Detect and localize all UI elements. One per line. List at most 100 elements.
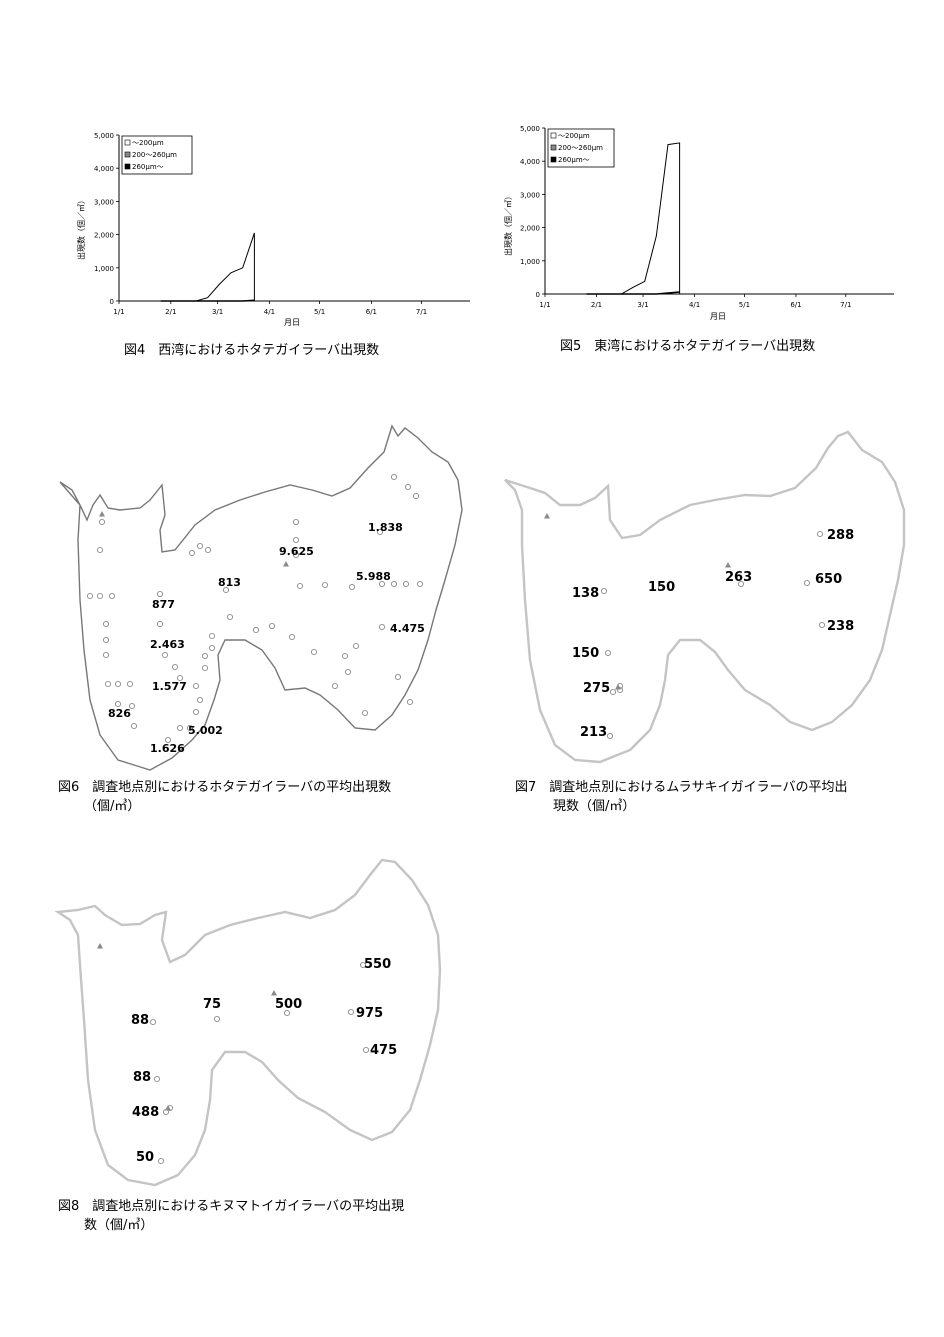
fig7-points-value-label: 150	[572, 646, 599, 661]
fig6-points-station	[126, 680, 134, 688]
fig5-ytick-label: 5,000	[520, 125, 540, 133]
fig4-xtick-label: 5/1	[314, 308, 325, 316]
fig6-points-station	[102, 651, 110, 659]
fig6-points-station	[402, 580, 410, 588]
fig6-points-station	[226, 613, 234, 621]
fig6-points-station	[192, 708, 200, 716]
fig4-legend-item-1: 200～260μm	[132, 151, 177, 159]
fig6-points-station	[114, 700, 122, 708]
fig6-points-station	[96, 592, 104, 600]
fig5-legend	[547, 128, 615, 168]
fig7-points-value-label: 263	[725, 570, 752, 585]
fig7-points-station	[818, 621, 826, 629]
fig5-legend-item-2: 260μm～	[558, 156, 590, 164]
fig6-points-station	[404, 483, 412, 491]
fig6-points-station	[292, 551, 300, 559]
fig6-points-station	[102, 636, 110, 644]
fig6-points-station	[108, 592, 116, 600]
fig8-points-value-label: 550	[364, 957, 391, 972]
fig5-chart: 出現数（個／㎥） 0 1,000 2,000 3,000 4,000 5,000 1/1 2…	[503, 125, 894, 321]
fig7-points-station	[737, 580, 745, 588]
fig6-points-station	[196, 696, 204, 704]
fig5-ytick-label: 2,000	[520, 225, 540, 233]
fig6-points-station	[390, 473, 398, 481]
fig5-xtick-label: 1/1	[539, 301, 550, 309]
fig7-points-value-label: 288	[827, 528, 854, 543]
fig4-ytick-label: 0	[110, 298, 114, 306]
fig8-points-station	[213, 1015, 221, 1023]
fig8-points-station	[283, 1009, 291, 1017]
fig5-ytick-label: 4,000	[520, 158, 540, 166]
fig6-points-value-label: 5.988	[356, 570, 391, 583]
fig6-points-value-label: 1.838	[368, 521, 403, 534]
fig6-points-value-label: 877	[152, 598, 175, 611]
fig5-xlabel: 月日	[710, 312, 726, 321]
fig6-points-station	[208, 632, 216, 640]
fig6-points-station	[102, 620, 110, 628]
fig6-points-station	[394, 673, 402, 681]
fig7-points-value-label: 150	[648, 580, 675, 595]
fig8-points-station	[362, 1046, 370, 1054]
fig7-points-value-label: 238	[827, 619, 854, 634]
fig6-points-station	[86, 592, 94, 600]
fig6-points-value-label: 4.475	[390, 622, 425, 635]
fig6-points-value-label: 2.463	[150, 638, 185, 651]
fig4-xlabel: 月日	[284, 318, 300, 327]
fig6-points-station	[201, 652, 209, 660]
fig6-points-station	[344, 668, 352, 676]
fig6-points-station	[208, 644, 216, 652]
fig8-coastline	[54, 858, 442, 1187]
fig6-points-station	[288, 633, 296, 641]
fig6-points-station	[268, 622, 276, 630]
fig6-points-station	[406, 698, 414, 706]
fig4-xtick-label: 6/1	[366, 308, 377, 316]
fig4-xtick-label: 2/1	[165, 308, 176, 316]
fig8-caption-line1: 図8 調査地点別におけるキヌマトイガイラーバの平均出現	[58, 1199, 405, 1214]
fig6-points-station	[331, 682, 339, 690]
fig8-points-value-label: 488	[132, 1105, 159, 1120]
fig4-ytick-label: 2,000	[94, 232, 114, 240]
fig6-points-station	[341, 652, 349, 660]
fig6-points-station	[412, 492, 420, 500]
fig5-xtick-label: 6/1	[790, 301, 801, 309]
fig7-points-triangle-marker	[615, 684, 621, 690]
fig6-points-station	[114, 680, 122, 688]
fig7-caption: 図7 調査地点別におけるムラサキイガイラーバの平均出 現数（個/㎥）	[515, 778, 848, 816]
fig4-series-1-line	[160, 299, 255, 302]
fig6-points-station	[128, 702, 136, 710]
fig7-points-station	[609, 688, 617, 696]
fig8-points-station	[359, 961, 367, 969]
fig6-points-value-label: 9.625	[279, 545, 314, 558]
fig6-points-station	[186, 724, 194, 732]
fig4-xtick-label: 3/1	[212, 308, 223, 316]
fig6-points-triangle-marker	[99, 511, 105, 517]
fig6-points-station	[390, 580, 398, 588]
fig6-points-station	[378, 623, 386, 631]
fig5-legend-item-0: ～200μm	[558, 132, 590, 140]
fig4-legend-item-2: 260μm～	[132, 163, 164, 171]
fig7-points-triangle-marker	[725, 562, 731, 568]
fig5-xtick-label: 3/1	[637, 301, 648, 309]
fig6-points-station	[196, 542, 204, 550]
fig8-points-value-label: 88	[131, 1013, 149, 1028]
fig4-chart: 出現数（個／㎥） 0 1,000 2,000 3,000 4,000 5,000 1/1 2…	[76, 132, 470, 327]
fig6-points-station	[161, 651, 169, 659]
fig7-caption-line2: 現数（個/㎥）	[553, 799, 636, 814]
fig6-points-station	[104, 680, 112, 688]
fig4-ytick-label: 5,000	[94, 132, 114, 140]
fig7-coastline	[504, 430, 906, 764]
fig8-points-station	[153, 1075, 161, 1083]
fig6-points-station	[321, 581, 329, 589]
fig5-ylabel: 出現数（個／㎥）	[503, 192, 513, 256]
fig7-points-station	[803, 579, 811, 587]
fig6-points-station	[416, 580, 424, 588]
fig6-points-station	[96, 546, 104, 554]
fig6-points-station	[164, 736, 172, 744]
fig5-xtick-label: 5/1	[739, 301, 750, 309]
fig6-points-station	[156, 620, 164, 628]
fig4-ytick-label: 4,000	[94, 165, 114, 173]
fig6-points-station	[292, 518, 300, 526]
fig6-points-station	[156, 590, 164, 598]
fig7-points-station	[657, 584, 665, 592]
